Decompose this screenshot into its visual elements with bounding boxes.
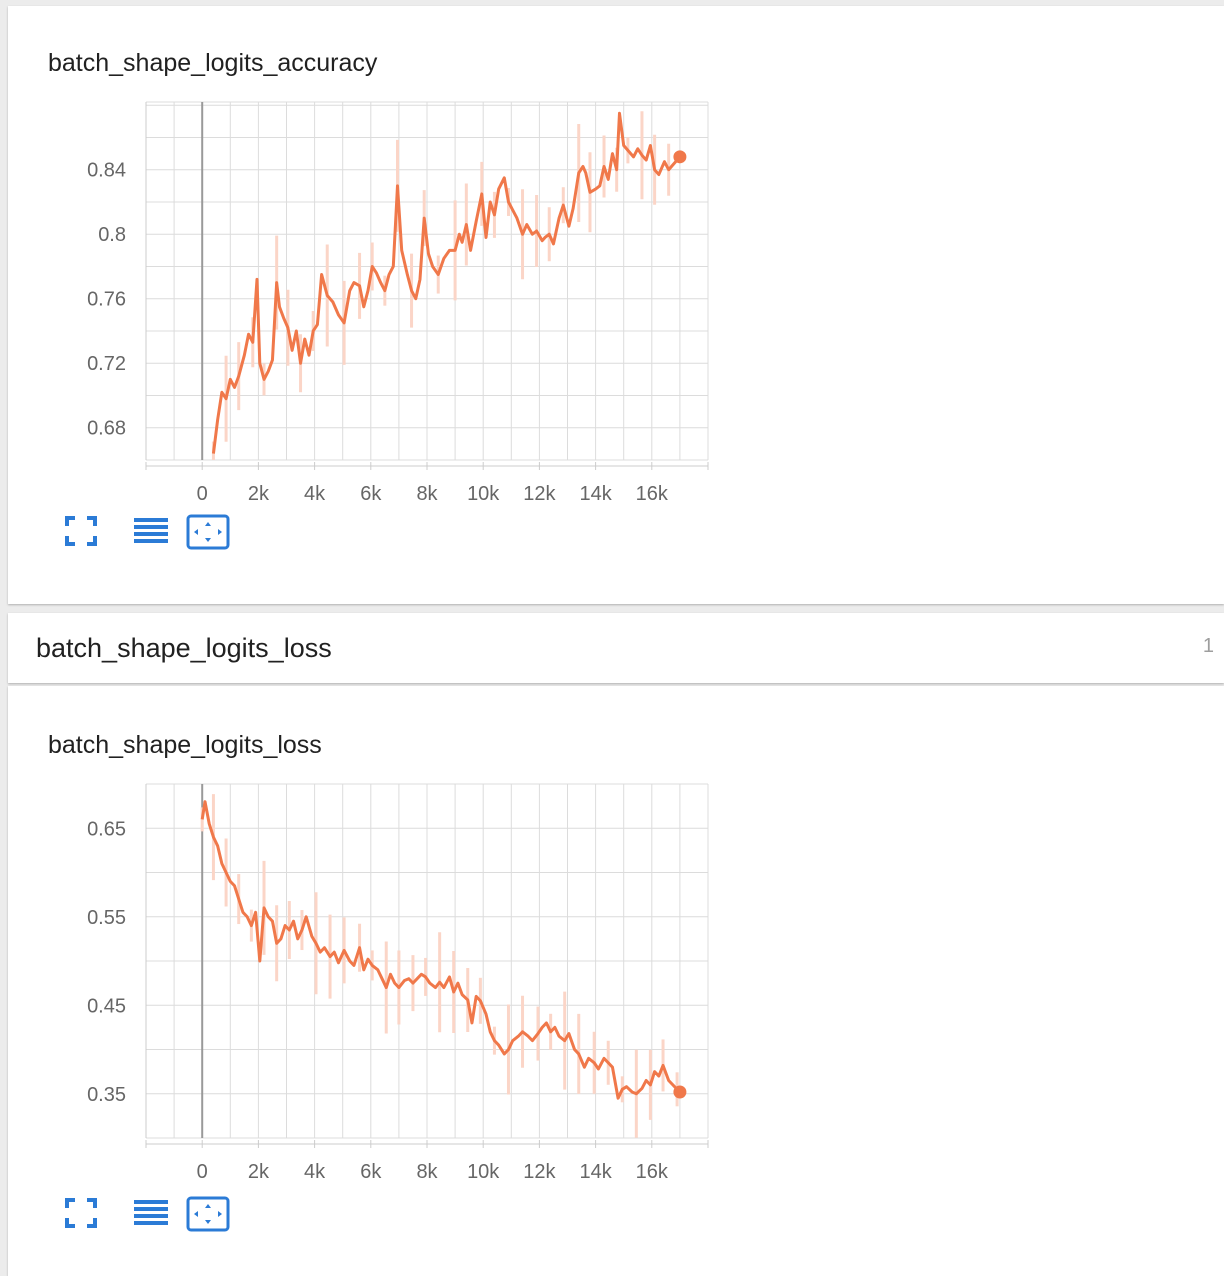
loss-chart[interactable]: 0 2k 4k 6k 8k 10k 12k 14k 16k 0.35 0.45 0.55 0.65	[8, 686, 768, 1186]
x-tick-label: 4k	[304, 1161, 326, 1183]
expand-chart-button[interactable]	[186, 1196, 230, 1236]
x-tick-label: 8k	[416, 1161, 438, 1183]
fit-to-data-button[interactable]	[64, 514, 104, 554]
x-tick-label: 6k	[360, 483, 382, 505]
fit-to-data-button[interactable]	[64, 1196, 104, 1236]
x-tick-label: 10k	[467, 483, 500, 505]
expand-chart-icon	[186, 1196, 230, 1232]
fit-to-data-icon	[65, 516, 97, 546]
chart-toolbar	[64, 514, 244, 554]
y-tick-label: 0.55	[87, 907, 126, 929]
x-tick-label: 14k	[579, 483, 612, 505]
section-header[interactable]: batch_shape_logits_loss 1	[8, 613, 1224, 683]
x-tick-label: 6k	[360, 1161, 382, 1183]
y-tick-label: 0.45	[87, 995, 126, 1017]
grid	[145, 102, 709, 461]
chart-title: batch_shape_logits_accuracy	[48, 49, 378, 77]
y-tick-label: 0.76	[87, 289, 126, 311]
y-tick-label: 0.65	[87, 818, 126, 840]
x-tick-label: 14k	[579, 1161, 612, 1183]
x-tick-label: 2k	[248, 483, 270, 505]
x-tick-label: 16k	[636, 1161, 669, 1183]
y-tick-label: 0.8	[98, 224, 126, 246]
x-tick-label: 0	[197, 483, 208, 505]
x-tick-label: 10k	[467, 1161, 500, 1183]
last-value-marker	[673, 150, 687, 164]
toggle-log-scale-icon	[134, 1200, 168, 1225]
raw-series	[200, 794, 679, 1138]
raw-series	[211, 111, 671, 460]
x-tick-label: 12k	[523, 1161, 556, 1183]
chart-title: batch_shape_logits_loss	[48, 731, 322, 759]
y-tick-label: 0.35	[87, 1084, 126, 1106]
accuracy-chart-card: batch_shape_logits_accuracy 0 2k 4k 6k 8k 10k…	[8, 6, 1224, 604]
toggle-log-scale-button[interactable]	[128, 514, 168, 554]
smoothed-series-line	[200, 800, 681, 1100]
x-tick-label: 8k	[416, 483, 438, 505]
y-tick-label: 0.72	[87, 353, 126, 375]
chart-toolbar	[64, 1196, 244, 1236]
fit-to-data-icon	[65, 1198, 97, 1228]
toggle-log-scale-button[interactable]	[128, 1196, 168, 1236]
section-title: batch_shape_logits_loss	[36, 633, 332, 663]
toggle-log-scale-icon	[134, 518, 168, 543]
x-tick-label: 4k	[304, 483, 326, 505]
loss-chart-card: batch_shape_logits_loss 0 2k 4k 6k 8k 10k 12k 1…	[8, 686, 1224, 1276]
y-tick-label: 0.68	[87, 418, 126, 440]
smoothed-series-line	[211, 111, 682, 454]
last-value-marker	[673, 1085, 687, 1099]
expand-chart-button[interactable]	[186, 514, 230, 554]
y-tick-label: 0.84	[87, 160, 126, 182]
x-tick-label: 2k	[248, 1161, 270, 1183]
x-tick-label: 0	[197, 1161, 208, 1183]
section-count: 1	[1202, 635, 1214, 657]
x-tick-label: 16k	[636, 483, 669, 505]
accuracy-chart[interactable]: 0 2k 4k 6k 8k 10k 12k 14k 16k 0.68 0.72 0.76 0.8 0.84	[8, 6, 768, 506]
expand-chart-icon	[186, 514, 230, 550]
x-tick-label: 12k	[523, 483, 556, 505]
